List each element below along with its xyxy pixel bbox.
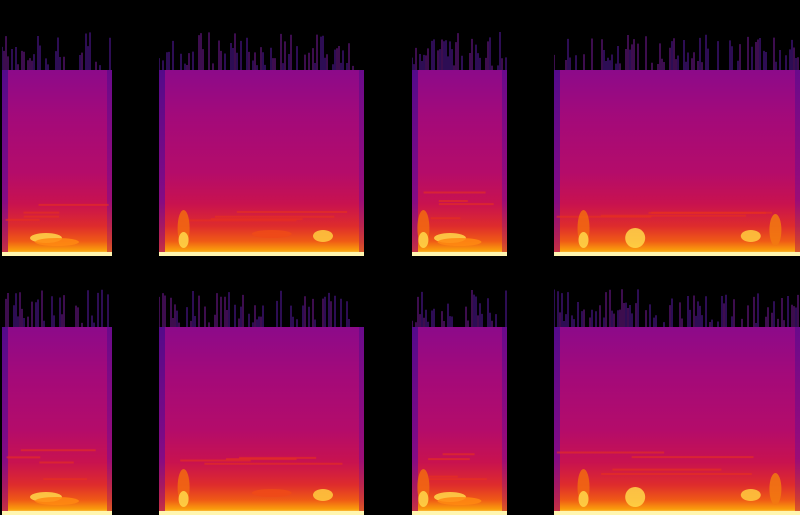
spectrogram-body — [2, 70, 112, 256]
onset-highlight — [418, 232, 429, 248]
onset-highlight — [769, 214, 782, 246]
burst-highlight — [251, 489, 292, 497]
noise-band — [159, 32, 354, 70]
spectrogram-panel-r2c2 — [159, 287, 364, 515]
spectrogram-panel-r1c1 — [2, 30, 112, 256]
noise-band — [2, 32, 111, 70]
burst-highlight — [740, 230, 761, 242]
spectrogram-body — [159, 327, 364, 515]
burst-highlight — [313, 230, 333, 242]
spectrogram-body — [554, 70, 800, 256]
onset-highlight — [418, 491, 429, 507]
spectrogram-panel-r2c4 — [554, 287, 800, 515]
burst-highlight — [35, 497, 79, 505]
spectral-features — [412, 191, 507, 256]
low-frequency-band — [554, 252, 800, 256]
spectral-features — [2, 449, 112, 515]
noise-band — [412, 32, 507, 70]
spectrogram-panel-r2c3 — [412, 287, 507, 515]
spectrogram-body — [159, 70, 364, 256]
low-frequency-band — [554, 511, 800, 515]
burst-highlight — [740, 489, 761, 501]
noise-band — [159, 290, 350, 327]
spectral-features — [2, 203, 112, 256]
onset-highlight — [178, 232, 189, 248]
onset-highlight — [578, 491, 589, 507]
burst-highlight — [437, 238, 482, 246]
low-frequency-band — [159, 511, 364, 515]
onset-highlight — [769, 473, 782, 505]
burst-highlight — [437, 497, 482, 505]
onset-highlight — [578, 232, 589, 248]
spectrogram-panel-r1c4 — [554, 30, 800, 256]
sweep-highlight — [625, 228, 646, 248]
spectrogram-panel-r2c1 — [2, 287, 112, 515]
noise-band — [5, 289, 109, 327]
spectrogram-panel-r1c3 — [412, 30, 507, 256]
noise-band — [554, 289, 799, 327]
spectrogram-body — [2, 327, 112, 515]
low-frequency-band — [159, 252, 364, 256]
low-frequency-band — [2, 252, 112, 256]
burst-highlight — [313, 489, 333, 501]
spectral-features — [159, 456, 364, 515]
low-frequency-band — [412, 252, 507, 256]
spectrogram-panel-r1c2 — [159, 30, 364, 256]
spectral-features — [412, 453, 507, 515]
noise-band — [554, 34, 799, 70]
spectral-features — [159, 210, 364, 256]
low-frequency-band — [2, 511, 112, 515]
spectral-features — [554, 451, 800, 515]
onset-highlight — [178, 491, 189, 507]
spectrogram-body — [554, 327, 800, 515]
burst-highlight — [251, 230, 292, 238]
spectral-features — [554, 210, 800, 256]
sweep-highlight — [625, 487, 646, 507]
burst-highlight — [35, 238, 79, 246]
low-frequency-band — [412, 511, 507, 515]
noise-band — [412, 290, 507, 327]
